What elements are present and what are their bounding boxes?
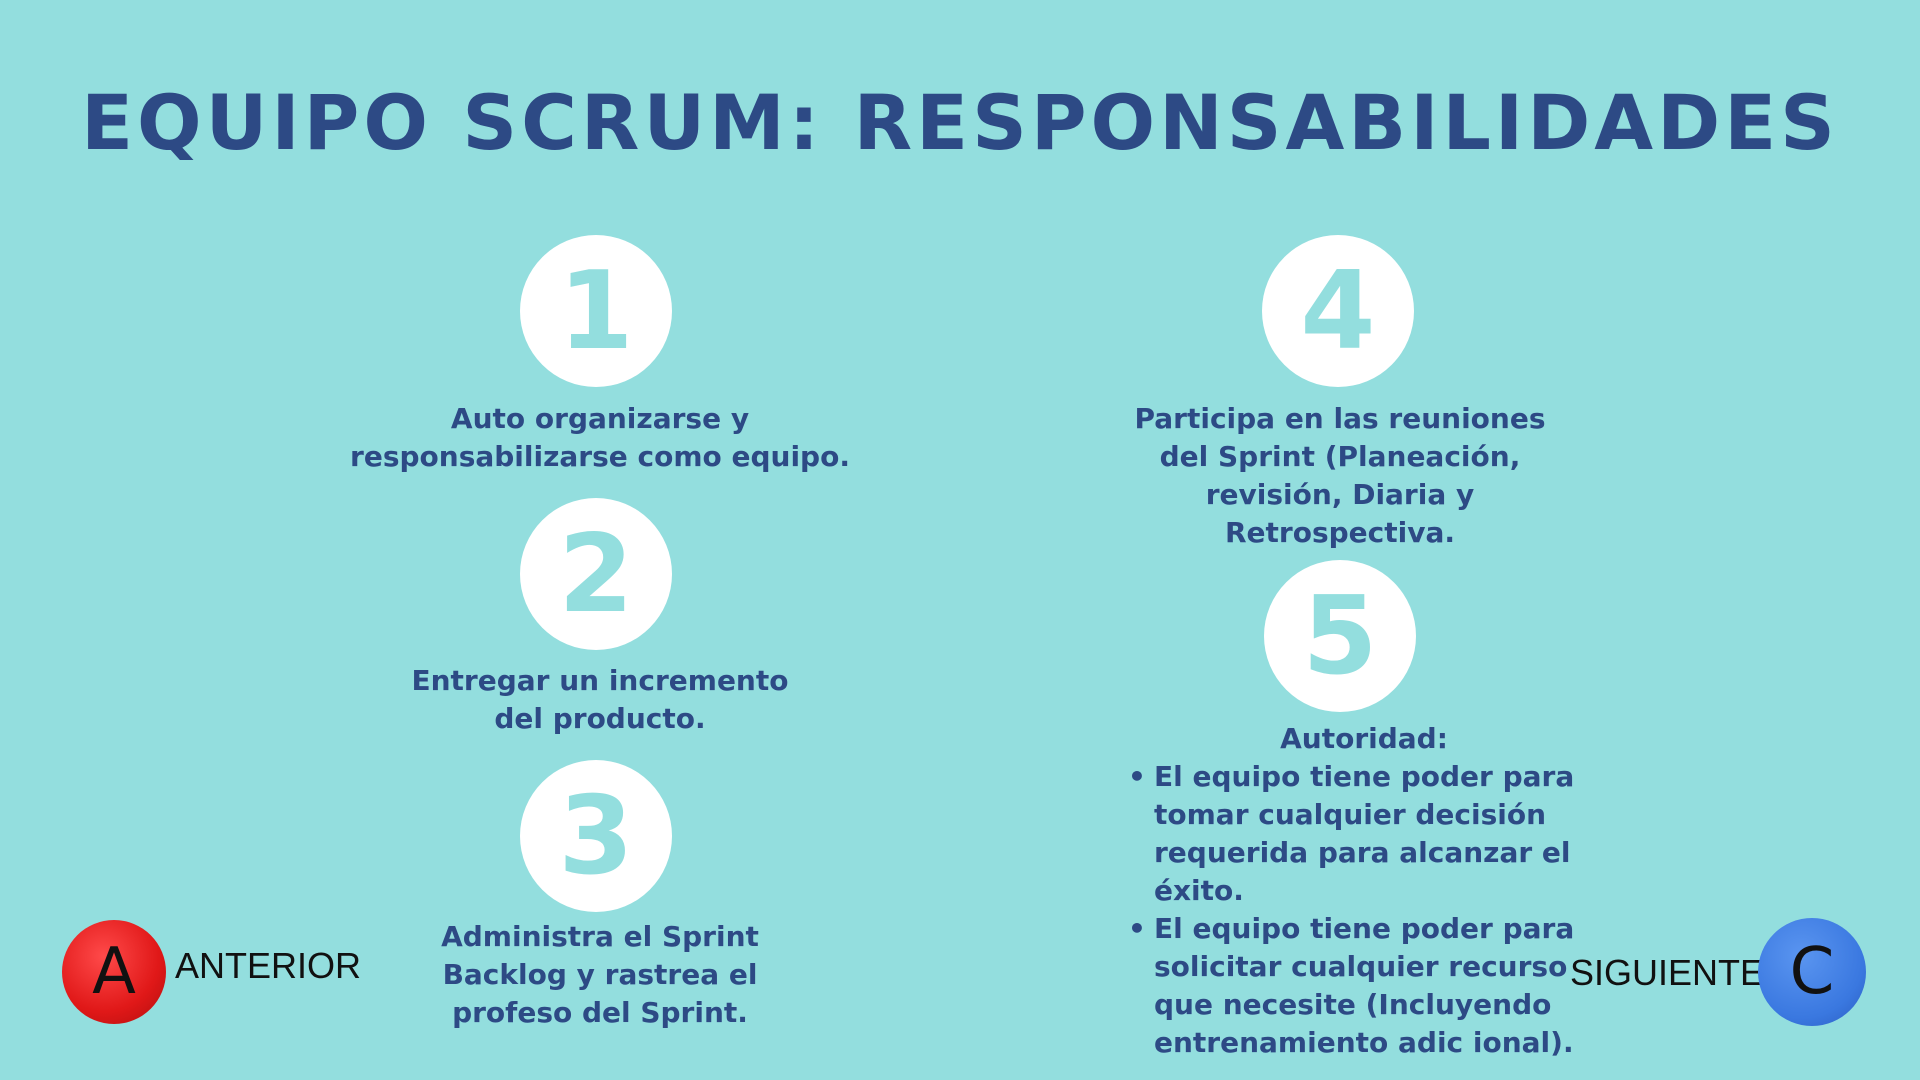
- step-1-line: responsabilizarse como equipo.: [350, 440, 850, 473]
- page-title: EQUIPO SCRUM: RESPONSABILIDADES: [81, 78, 1839, 167]
- letter-a-icon: A: [92, 935, 136, 1009]
- step-2-number: 2: [558, 511, 634, 637]
- list-item: El equipo tiene poder para solicitar cua…: [1124, 910, 1594, 1062]
- step-4-line: revisión, Diaria y: [1205, 478, 1475, 511]
- step-3-text: Administra el Sprint Backlog y rastrea e…: [340, 918, 860, 1032]
- next-button[interactable]: C: [1758, 918, 1866, 1026]
- list-item-line: El equipo tiene poder para: [1154, 912, 1575, 945]
- step-4-line: del Sprint (Planeación,: [1159, 440, 1521, 473]
- step-4-badge: 4: [1262, 235, 1414, 387]
- list-item-line: entrenamiento adic ional).: [1154, 1026, 1574, 1059]
- step-4-line: Retrospectiva.: [1224, 516, 1456, 549]
- step-3-line: profeso del Sprint.: [452, 996, 748, 1029]
- step-3-badge: 3: [520, 760, 672, 912]
- step-4-text: Participa en las reuniones del Sprint (P…: [1100, 400, 1580, 552]
- authority-heading: Autoridad:: [1280, 722, 1448, 755]
- step-5-badge: 5: [1264, 560, 1416, 712]
- list-item: El equipo tiene poder para tomar cualqui…: [1124, 758, 1594, 910]
- step-3-number: 3: [558, 773, 634, 899]
- list-item-line: que necesite (Incluyendo: [1154, 988, 1552, 1021]
- step-4-number: 4: [1300, 248, 1376, 374]
- step-5-text: Autoridad: El equipo tiene poder para to…: [1124, 720, 1594, 1062]
- list-item-line: requerida para alcanzar el: [1154, 836, 1571, 869]
- step-1-number: 1: [558, 248, 634, 374]
- step-1-badge: 1: [520, 235, 672, 387]
- next-label[interactable]: SIGUIENTE: [1570, 952, 1765, 993]
- step-2-line: Entregar un incremento: [411, 664, 789, 697]
- previous-label[interactable]: ANTERIOR: [175, 945, 362, 986]
- list-item-line: solicitar cualquier recurso: [1154, 950, 1568, 983]
- step-5-number: 5: [1302, 573, 1378, 699]
- list-item-line: éxito.: [1154, 874, 1244, 907]
- step-4-line: Participa en las reuniones: [1134, 402, 1546, 435]
- step-1-text: Auto organizarse y responsabilizarse com…: [340, 400, 860, 476]
- step-2-text: Entregar un incremento del producto.: [340, 662, 860, 738]
- step-3-line: Backlog y rastrea el: [442, 958, 758, 991]
- step-2-line: del producto.: [494, 702, 706, 735]
- list-item-line: El equipo tiene poder para: [1154, 760, 1575, 793]
- step-3-line: Administra el Sprint: [441, 920, 759, 953]
- letter-c-icon: C: [1789, 935, 1835, 1009]
- authority-list: El equipo tiene poder para tomar cualqui…: [1124, 758, 1594, 1062]
- step-1-line: Auto organizarse y: [450, 402, 750, 435]
- previous-button[interactable]: A: [62, 920, 166, 1024]
- step-2-badge: 2: [520, 498, 672, 650]
- list-item-line: tomar cualquier decisión: [1154, 798, 1547, 831]
